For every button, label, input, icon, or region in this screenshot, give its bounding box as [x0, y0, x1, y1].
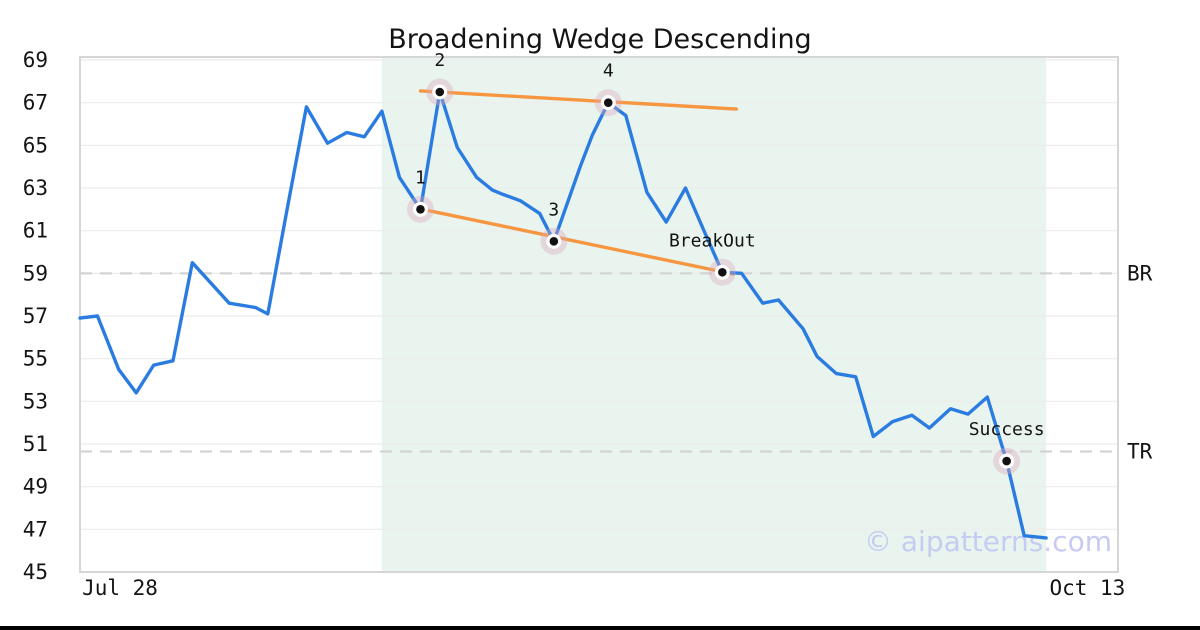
watermark: © aipatterns.com	[864, 525, 1112, 558]
chart-title: Broadening Wedge Descending	[388, 24, 812, 55]
y-tick-label: 53	[23, 389, 48, 413]
y-tick-label: 61	[23, 219, 48, 243]
plot-border	[79, 56, 1119, 573]
marker-label-1: 1	[415, 167, 426, 188]
x-tick-label: Oct 13	[1049, 576, 1125, 600]
y-tick-label: 63	[23, 176, 48, 200]
y-tick-label: 67	[23, 91, 48, 115]
marker-dot-1	[416, 205, 425, 214]
y-tick-label: 57	[23, 304, 48, 328]
marker-label-breakout: BreakOut	[669, 230, 756, 251]
y-tick-label: 49	[23, 475, 48, 499]
y-tick-label: 51	[23, 432, 48, 456]
marker-label-2: 2	[434, 50, 445, 71]
marker-label-success: Success	[969, 419, 1045, 440]
lower-wedge-line	[418, 207, 735, 276]
marker-dot-success	[1002, 456, 1011, 466]
marker-dot-3	[549, 237, 559, 246]
level-label-tr: TR	[1127, 439, 1153, 463]
marker-label-3: 3	[548, 199, 559, 220]
y-tick-label: 47	[23, 517, 48, 541]
y-tick-label: 65	[23, 133, 48, 157]
marker-label-4: 4	[603, 61, 614, 82]
level-label-br: BR	[1127, 261, 1153, 285]
marker-dot-4	[603, 98, 613, 107]
y-tick-label: 45	[23, 560, 48, 584]
upper-wedge-line	[418, 89, 739, 111]
marker-dot-2	[435, 87, 445, 97]
x-tick-label: Jul 28	[82, 576, 158, 600]
y-tick-label: 55	[23, 347, 48, 371]
y-tick-label: 59	[23, 261, 48, 285]
bottom-bar	[0, 626, 1200, 630]
marker-dot-breakout	[718, 267, 727, 277]
y-tick-label: 69	[23, 48, 48, 72]
pattern-shade-region	[381, 58, 1047, 571]
price-line	[78, 90, 1048, 540]
